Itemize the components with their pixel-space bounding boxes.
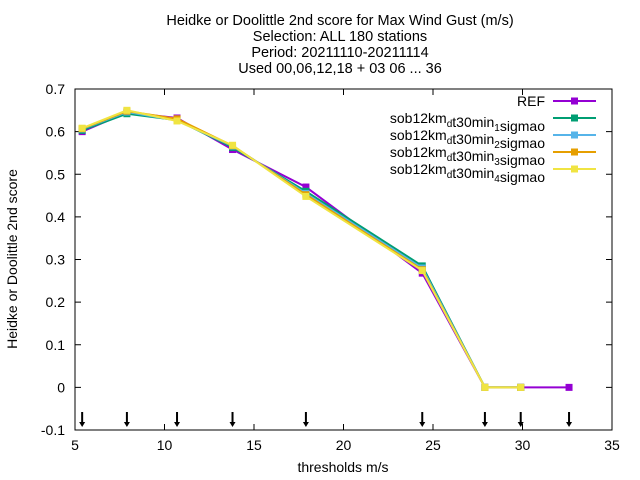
threshold-arrow-4 <box>302 412 309 427</box>
y-tick-label-4: 0.3 <box>46 252 66 268</box>
threshold-arrow-7 <box>517 412 524 427</box>
legend-label-1: sob12kmdt30min1sigmao <box>390 110 545 134</box>
title-line-1: Heidke or Doolittle 2nd score for Max Wi… <box>166 13 513 29</box>
y-tick-label-5: 0.4 <box>46 209 66 225</box>
y-tick-label-2: 0.1 <box>46 337 66 353</box>
series-4-point-4 <box>302 192 310 200</box>
series-0-point-8 <box>565 383 573 391</box>
series-4-point-1 <box>123 106 131 114</box>
x-tick-label-5: 30 <box>515 437 531 453</box>
y-tick-label-7: 0.6 <box>46 124 66 140</box>
threshold-arrow-2 <box>174 412 181 427</box>
legend-swatch-point-0 <box>571 97 578 105</box>
legend-swatch-point-2 <box>571 131 578 139</box>
chart-title: Heidke or Doolittle 2nd score for Max Wi… <box>166 13 513 77</box>
legend: REFsob12kmdt30min1sigmaosob12kmdt30min2s… <box>390 93 596 185</box>
threshold-arrow-6 <box>481 412 488 427</box>
title-line-4: Used 00,06,12,18 + 03 06 ... 36 <box>238 61 442 77</box>
threshold-arrow-0 <box>79 412 86 427</box>
legend-label-2: sob12kmdt30min2sigmao <box>390 127 545 151</box>
series-4 <box>78 106 525 391</box>
series-4-point-5 <box>418 267 426 275</box>
y-tick-label-3: 0.2 <box>46 294 66 310</box>
legend-label-4: sob12kmdt30min4sigmao <box>390 161 545 185</box>
y-tick-label-6: 0.5 <box>46 166 66 182</box>
series-4-point-3 <box>229 141 237 149</box>
title-line-3: Period: 20211110-20211114 <box>251 45 428 61</box>
legend-entry-2: sob12kmdt30min2sigmao <box>390 127 596 151</box>
y-axis-label: Heidke or Doolittle 2nd score <box>4 169 20 349</box>
legend-swatch-point-4 <box>571 165 578 173</box>
legend-entry-1: sob12kmdt30min1sigmao <box>390 110 596 134</box>
threshold-arrow-3 <box>229 412 236 427</box>
series-4-point-7 <box>517 383 525 391</box>
y-tick-label-0: -0.1 <box>41 422 65 438</box>
y-tick-label-8: 0.7 <box>46 81 66 97</box>
legend-swatch-point-1 <box>571 114 578 122</box>
series-line-4 <box>81 109 521 389</box>
series-0 <box>78 108 573 391</box>
x-tick-label-6: 35 <box>604 437 620 453</box>
x-tick-label-2: 15 <box>246 437 262 453</box>
threshold-arrow-5 <box>419 412 426 427</box>
series-lines <box>78 106 573 391</box>
series-4-point-0 <box>78 124 86 132</box>
legend-label-3: sob12kmdt30min3sigmao <box>390 144 545 168</box>
axis-tick-labels: 5 10 15 20 25 30 35 -0.1 0 0.1 0.2 0.3 0.4 0.5 0.6 0.7 <box>41 81 620 453</box>
series-4-point-6 <box>481 383 489 391</box>
axis-ticks <box>74 88 613 431</box>
legend-label-0: REF <box>517 93 545 109</box>
x-tick-label-0: 5 <box>71 437 79 453</box>
x-tick-label-1: 10 <box>157 437 173 453</box>
legend-entry-3: sob12kmdt30min3sigmao <box>390 144 596 168</box>
series-4-point-2 <box>173 117 181 125</box>
legend-entry-4: sob12kmdt30min4sigmao <box>390 161 596 185</box>
threshold-markers <box>79 412 573 427</box>
legend-swatch-point-3 <box>571 148 578 156</box>
series-0-point-4 <box>302 183 310 191</box>
series-line-0 <box>81 111 570 389</box>
legend-entry-0: REF <box>517 93 596 109</box>
threshold-arrow-1 <box>123 412 130 427</box>
title-line-2: Selection: ALL 180 stations <box>253 29 427 45</box>
x-tick-label-4: 25 <box>425 437 441 453</box>
x-tick-label-3: 20 <box>336 437 352 453</box>
x-axis-label: thresholds m/s <box>297 459 388 475</box>
y-tick-label-1: 0 <box>57 379 65 395</box>
threshold-arrow-8 <box>566 412 573 427</box>
